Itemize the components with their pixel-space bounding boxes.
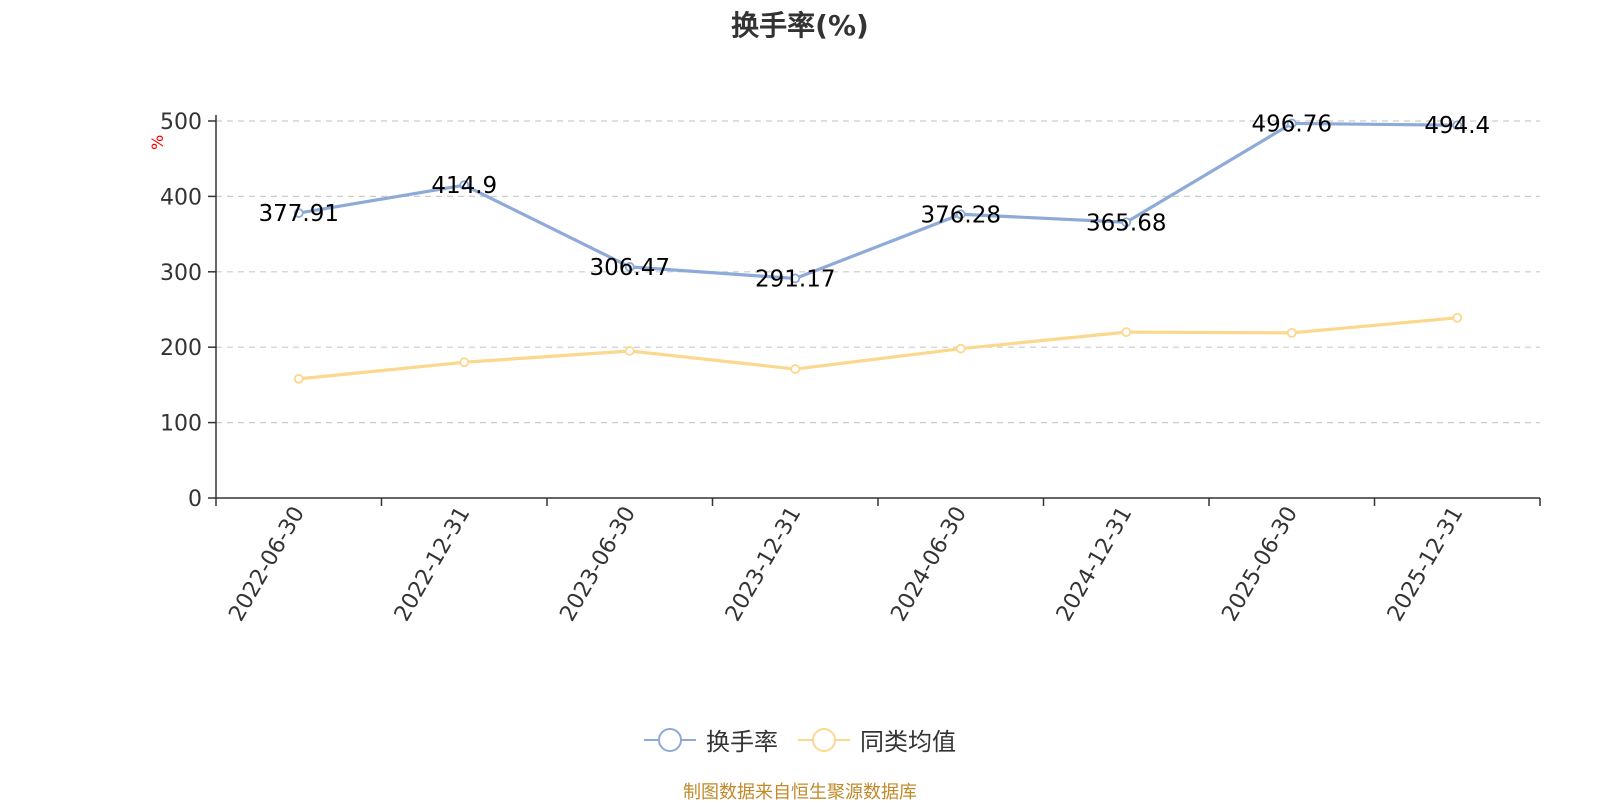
data-label: 291.17 — [755, 266, 835, 292]
legend-swatch-turnover — [644, 727, 696, 753]
series-line-0 — [298, 121, 1458, 281]
data-label: 494.4 — [1424, 113, 1490, 139]
data-point-0 — [624, 262, 635, 272]
data-label: 414.9 — [431, 173, 497, 199]
axes: 0 100 200 300 400 500 2022-06-30 2022-12-31 2023… — [160, 110, 1541, 626]
data-label: 496.76 — [1252, 111, 1332, 137]
data-point-0 — [293, 208, 304, 218]
x-tick-label: 2023-06-30 — [555, 503, 641, 626]
data-source-note: 制图数据来自恒生聚源数据库 — [683, 782, 917, 803]
legend: 换手率 同类均值 — [0, 722, 1600, 757]
y-tick-label: 0 — [188, 487, 202, 512]
x-tick-label: 2022-06-30 — [224, 503, 310, 626]
data-point-1 — [790, 364, 801, 374]
legend-swatch-peer-average — [798, 727, 850, 753]
data-label: 376.28 — [921, 202, 1001, 228]
data-label: 377.91 — [259, 201, 339, 227]
series-line-1 — [298, 316, 1458, 381]
data-point-1 — [624, 346, 635, 356]
data-point-0 — [790, 273, 801, 284]
y-tick-label: 300 — [160, 261, 202, 286]
data-point-1 — [293, 373, 304, 384]
data-label: 306.47 — [590, 255, 670, 281]
data-point-1 — [1286, 327, 1297, 338]
data-point-1 — [1452, 312, 1463, 323]
legend-item-turnover[interactable]: 换手率 — [644, 722, 778, 757]
data-point-1 — [955, 343, 966, 354]
data-point-0 — [955, 209, 966, 220]
data-point-0 — [1286, 118, 1297, 129]
y-tick-label: 200 — [160, 336, 202, 361]
data-point-1 — [459, 357, 470, 368]
y-tick-label: 100 — [160, 412, 202, 437]
legend-marker-turnover — [658, 727, 682, 752]
x-tick-label: 2023-12-31 — [721, 503, 807, 626]
legend-label-peer-average: 同类均值 — [860, 728, 956, 756]
y-tick-label: 500 — [160, 110, 202, 135]
x-tick-label: 2024-06-30 — [886, 503, 972, 626]
x-tick-label: 2024-12-31 — [1052, 503, 1138, 626]
data-point-0 — [459, 180, 470, 191]
x-tick-label: 2025-06-30 — [1217, 503, 1303, 626]
chart-title: 换手率(%) — [731, 9, 869, 42]
legend-label-turnover: 换手率 — [706, 728, 778, 756]
data-point-0 — [1121, 217, 1132, 228]
legend-item-peer-average[interactable]: 同类均值 — [798, 722, 956, 757]
legend-marker-peer-average — [812, 727, 836, 752]
data-labels: 377.91 414.9 306.47 291.17 376.28 365.68 496.7… — [259, 111, 1491, 292]
data-label: 365.68 — [1086, 210, 1166, 236]
y-tick-label: 400 — [160, 185, 202, 210]
data-point-1 — [1121, 327, 1132, 338]
grid-lines — [216, 120, 1540, 424]
series-layer — [293, 118, 1463, 384]
data-point-0 — [1452, 120, 1463, 131]
x-tick-label: 2022-12-31 — [390, 503, 476, 626]
x-tick-label: 2025-12-31 — [1383, 503, 1469, 626]
